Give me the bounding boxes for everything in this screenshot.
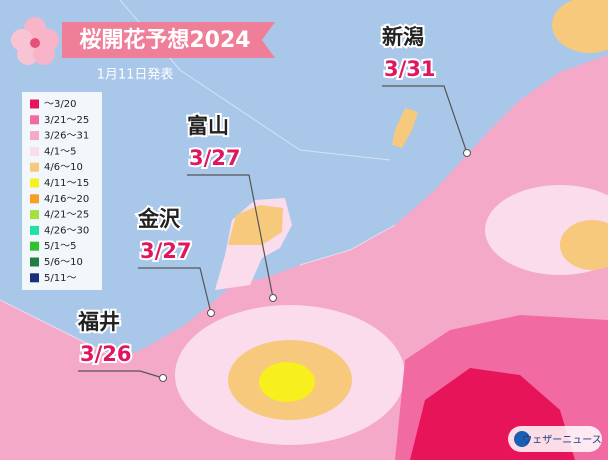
- legend-label: 5/1～5: [44, 241, 76, 252]
- date: 1月11日発表: [97, 68, 174, 83]
- city-point: [269, 294, 277, 302]
- legend-swatch: [30, 146, 39, 156]
- brand-logo: [514, 431, 530, 447]
- legend-swatch: [30, 273, 39, 283]
- legend-label: 4/26～30: [44, 225, 89, 236]
- legend-swatch: [30, 225, 39, 235]
- legend-box: [22, 92, 102, 290]
- noto-region: [228, 205, 283, 245]
- city-name: 新潟: [382, 25, 424, 49]
- brand-badge: [508, 426, 602, 452]
- legend-swatch: [30, 241, 39, 251]
- city-date: 3/27: [140, 239, 192, 263]
- legend-label: 3/21～25: [44, 115, 89, 126]
- legend-label: 4/16～20: [44, 194, 89, 205]
- legend-swatch: [30, 257, 39, 267]
- city-point: [207, 309, 215, 317]
- legend-label: 4/21～25: [44, 210, 89, 221]
- brand: ウェザーニュース: [508, 426, 602, 452]
- leader-line: [187, 174, 274, 299]
- legend-swatch: [30, 115, 39, 125]
- legend-label: 4/6～10: [44, 162, 83, 173]
- city-date: 3/27: [189, 146, 241, 170]
- leader-line: [382, 85, 468, 154]
- sado-island: [392, 108, 418, 148]
- city-point: [463, 149, 471, 157]
- city-date: 3/31: [384, 57, 436, 81]
- legend-label: 3/26～31: [44, 131, 89, 142]
- region: [259, 362, 315, 402]
- legend-swatch: [30, 210, 39, 220]
- title-ribbon: [62, 22, 275, 58]
- city-name: 富山: [187, 114, 229, 138]
- cities: 新潟 3/31 富山 3/27 金沢 3/27 福井 3/26: [75, 23, 471, 382]
- legend-swatch: [30, 99, 39, 109]
- legend-label: 5/11～: [44, 273, 76, 284]
- legend-label: 5/6～10: [44, 257, 83, 268]
- legend-swatch: [30, 131, 39, 141]
- legend-label: 4/1～5: [44, 146, 76, 157]
- legend-swatch: [30, 162, 39, 172]
- city-date: 3/26: [80, 342, 132, 366]
- leader-line: [138, 267, 212, 314]
- city-name: 福井: [77, 310, 120, 334]
- brand-name: ウェザーニュース: [522, 434, 602, 446]
- city-name: 金沢: [137, 207, 181, 231]
- legend-label: 4/11～15: [44, 178, 89, 189]
- legend-label: ～3/20: [44, 99, 76, 110]
- sakura-icon: [11, 17, 59, 65]
- header: 桜開花予想2024 1月11日発表: [11, 17, 275, 83]
- region: [560, 220, 608, 270]
- city-point: [159, 374, 167, 382]
- region: [552, 0, 608, 53]
- legend: ～3/20 3/21～25 3/26～31 4/1～5 4/6～10 4/11～15 4/1…: [30, 99, 89, 284]
- legend-swatch: [30, 178, 39, 188]
- leader-line: [78, 370, 164, 379]
- legend-swatch: [30, 194, 39, 204]
- title: 桜開花予想2024: [79, 27, 250, 53]
